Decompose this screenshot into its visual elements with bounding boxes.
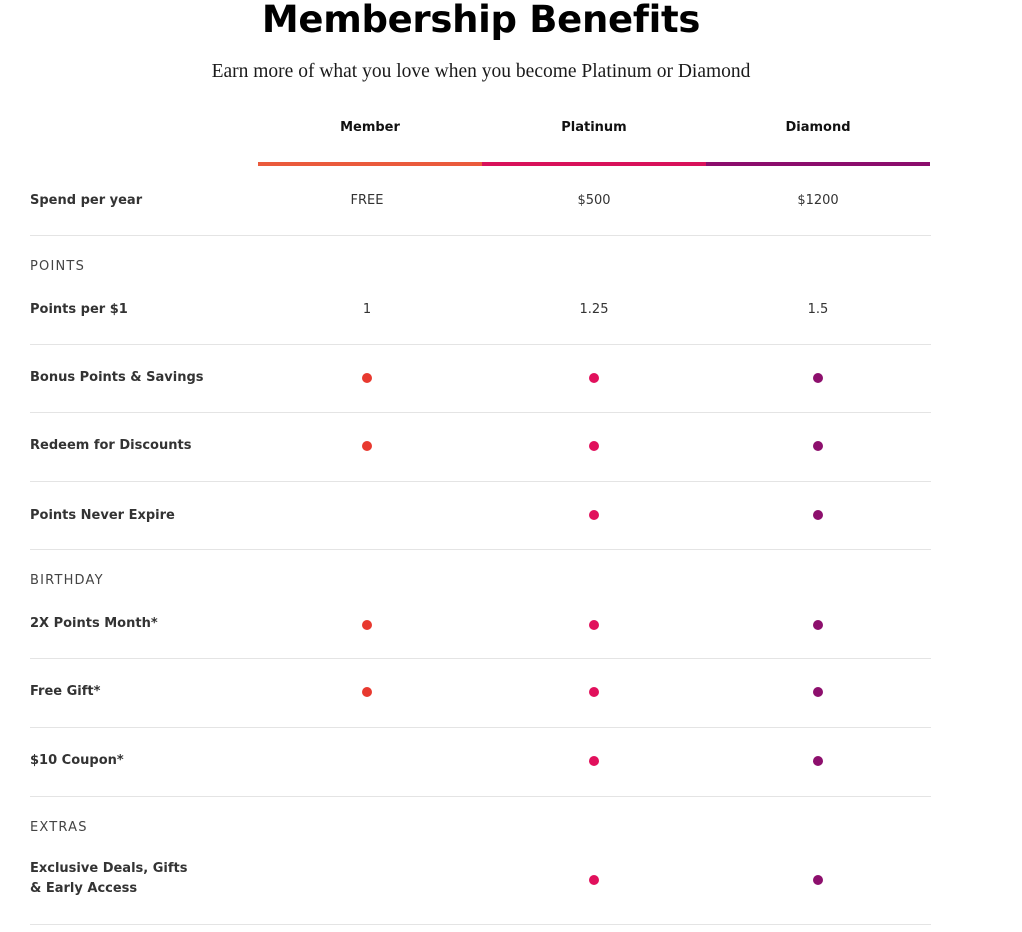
cell-included-platinum [482, 436, 706, 456]
table-row: Points Never Expire [30, 482, 931, 550]
included-dot-icon [813, 440, 823, 451]
cell-spend-diamond: $1200 [797, 193, 839, 208]
tier-header: Member Platinum Diamond [30, 100, 931, 166]
included-dot-icon [362, 686, 372, 697]
row-label: Points Never Expire [30, 508, 175, 523]
cell-included-platinum [482, 615, 706, 635]
cell-included-diamond [706, 751, 930, 771]
cell-points-member: 1 [362, 302, 372, 317]
table-row: Redeem for Discounts [30, 413, 931, 482]
row-label: Bonus Points & Savings [30, 370, 204, 385]
included-dot-icon [589, 755, 599, 766]
included-dot-icon [813, 686, 823, 697]
cell-spend-member: FREE [350, 193, 384, 208]
cell-included-diamond [706, 505, 930, 525]
table-row: Free Gift* [30, 659, 931, 728]
included-dot-icon [589, 372, 599, 383]
row-label: $10 Coupon* [30, 753, 124, 768]
row-label: 2X Points Month* [30, 616, 158, 631]
cell-included-member [255, 436, 479, 456]
included-dot-icon [589, 440, 599, 451]
included-dot-icon [589, 686, 599, 697]
tier-bar-diamond [706, 162, 930, 166]
page-title: Membership Benefits [261, 0, 701, 41]
included-dot-icon [589, 619, 599, 630]
table-row: Bonus Points & Savings [30, 345, 931, 413]
cell-spend-platinum: $500 [577, 193, 611, 208]
table-row: $10 Coupon* [30, 728, 931, 797]
included-dot-icon [813, 509, 823, 520]
cell-included-diamond [706, 682, 930, 702]
cell-included-platinum [482, 505, 706, 525]
included-dot-icon [362, 619, 372, 630]
included-dot-icon [589, 874, 599, 885]
table-row-spend: Spend per year FREE $500 $1200 [30, 166, 931, 236]
included-dot-icon [813, 755, 823, 766]
cell-included-member [255, 682, 479, 702]
included-dot-icon [813, 619, 823, 630]
cell-included-platinum [482, 751, 706, 771]
row-label: Free Gift* [30, 684, 101, 699]
cell-included-diamond [706, 436, 930, 456]
cell-included-member [255, 615, 479, 635]
row-label: Redeem for Discounts [30, 438, 192, 453]
tier-bar-member [258, 162, 482, 166]
table-row: Points per $1 1 1.25 1.5 [30, 236, 931, 345]
section-title-birthday: BIRTHDAY [30, 573, 104, 588]
row-label: Spend per year [30, 193, 143, 208]
cell-included-member [255, 368, 479, 388]
cell-included-platinum [482, 682, 706, 702]
tier-name-platinum: Platinum [561, 120, 627, 135]
included-dot-icon [362, 440, 372, 451]
row-label: Exclusive Deals, Gifts & Early Access [30, 861, 188, 896]
row-label: Points per $1 [30, 302, 128, 317]
section-title-points: POINTS [30, 259, 86, 274]
tier-name-diamond: Diamond [785, 120, 851, 135]
included-dot-icon [813, 372, 823, 383]
tier-bar-platinum [482, 162, 706, 166]
cell-included-diamond [706, 615, 930, 635]
table-row: Exclusive Deals, Gifts & Early Access [30, 797, 931, 925]
page-subtitle: Earn more of what you love when you beco… [211, 61, 751, 82]
included-dot-icon [362, 372, 372, 383]
cell-included-platinum [482, 870, 706, 890]
included-dot-icon [813, 874, 823, 885]
cell-included-diamond [706, 870, 930, 890]
cell-included-platinum [482, 368, 706, 388]
cell-points-diamond: 1.5 [807, 302, 829, 317]
included-dot-icon [589, 509, 599, 520]
tier-name-member: Member [340, 120, 400, 135]
cell-included-diamond [706, 368, 930, 388]
table-row: 2X Points Month* [30, 550, 931, 659]
cell-points-platinum: 1.25 [579, 302, 609, 317]
section-title-extras: EXTRAS [30, 820, 88, 835]
